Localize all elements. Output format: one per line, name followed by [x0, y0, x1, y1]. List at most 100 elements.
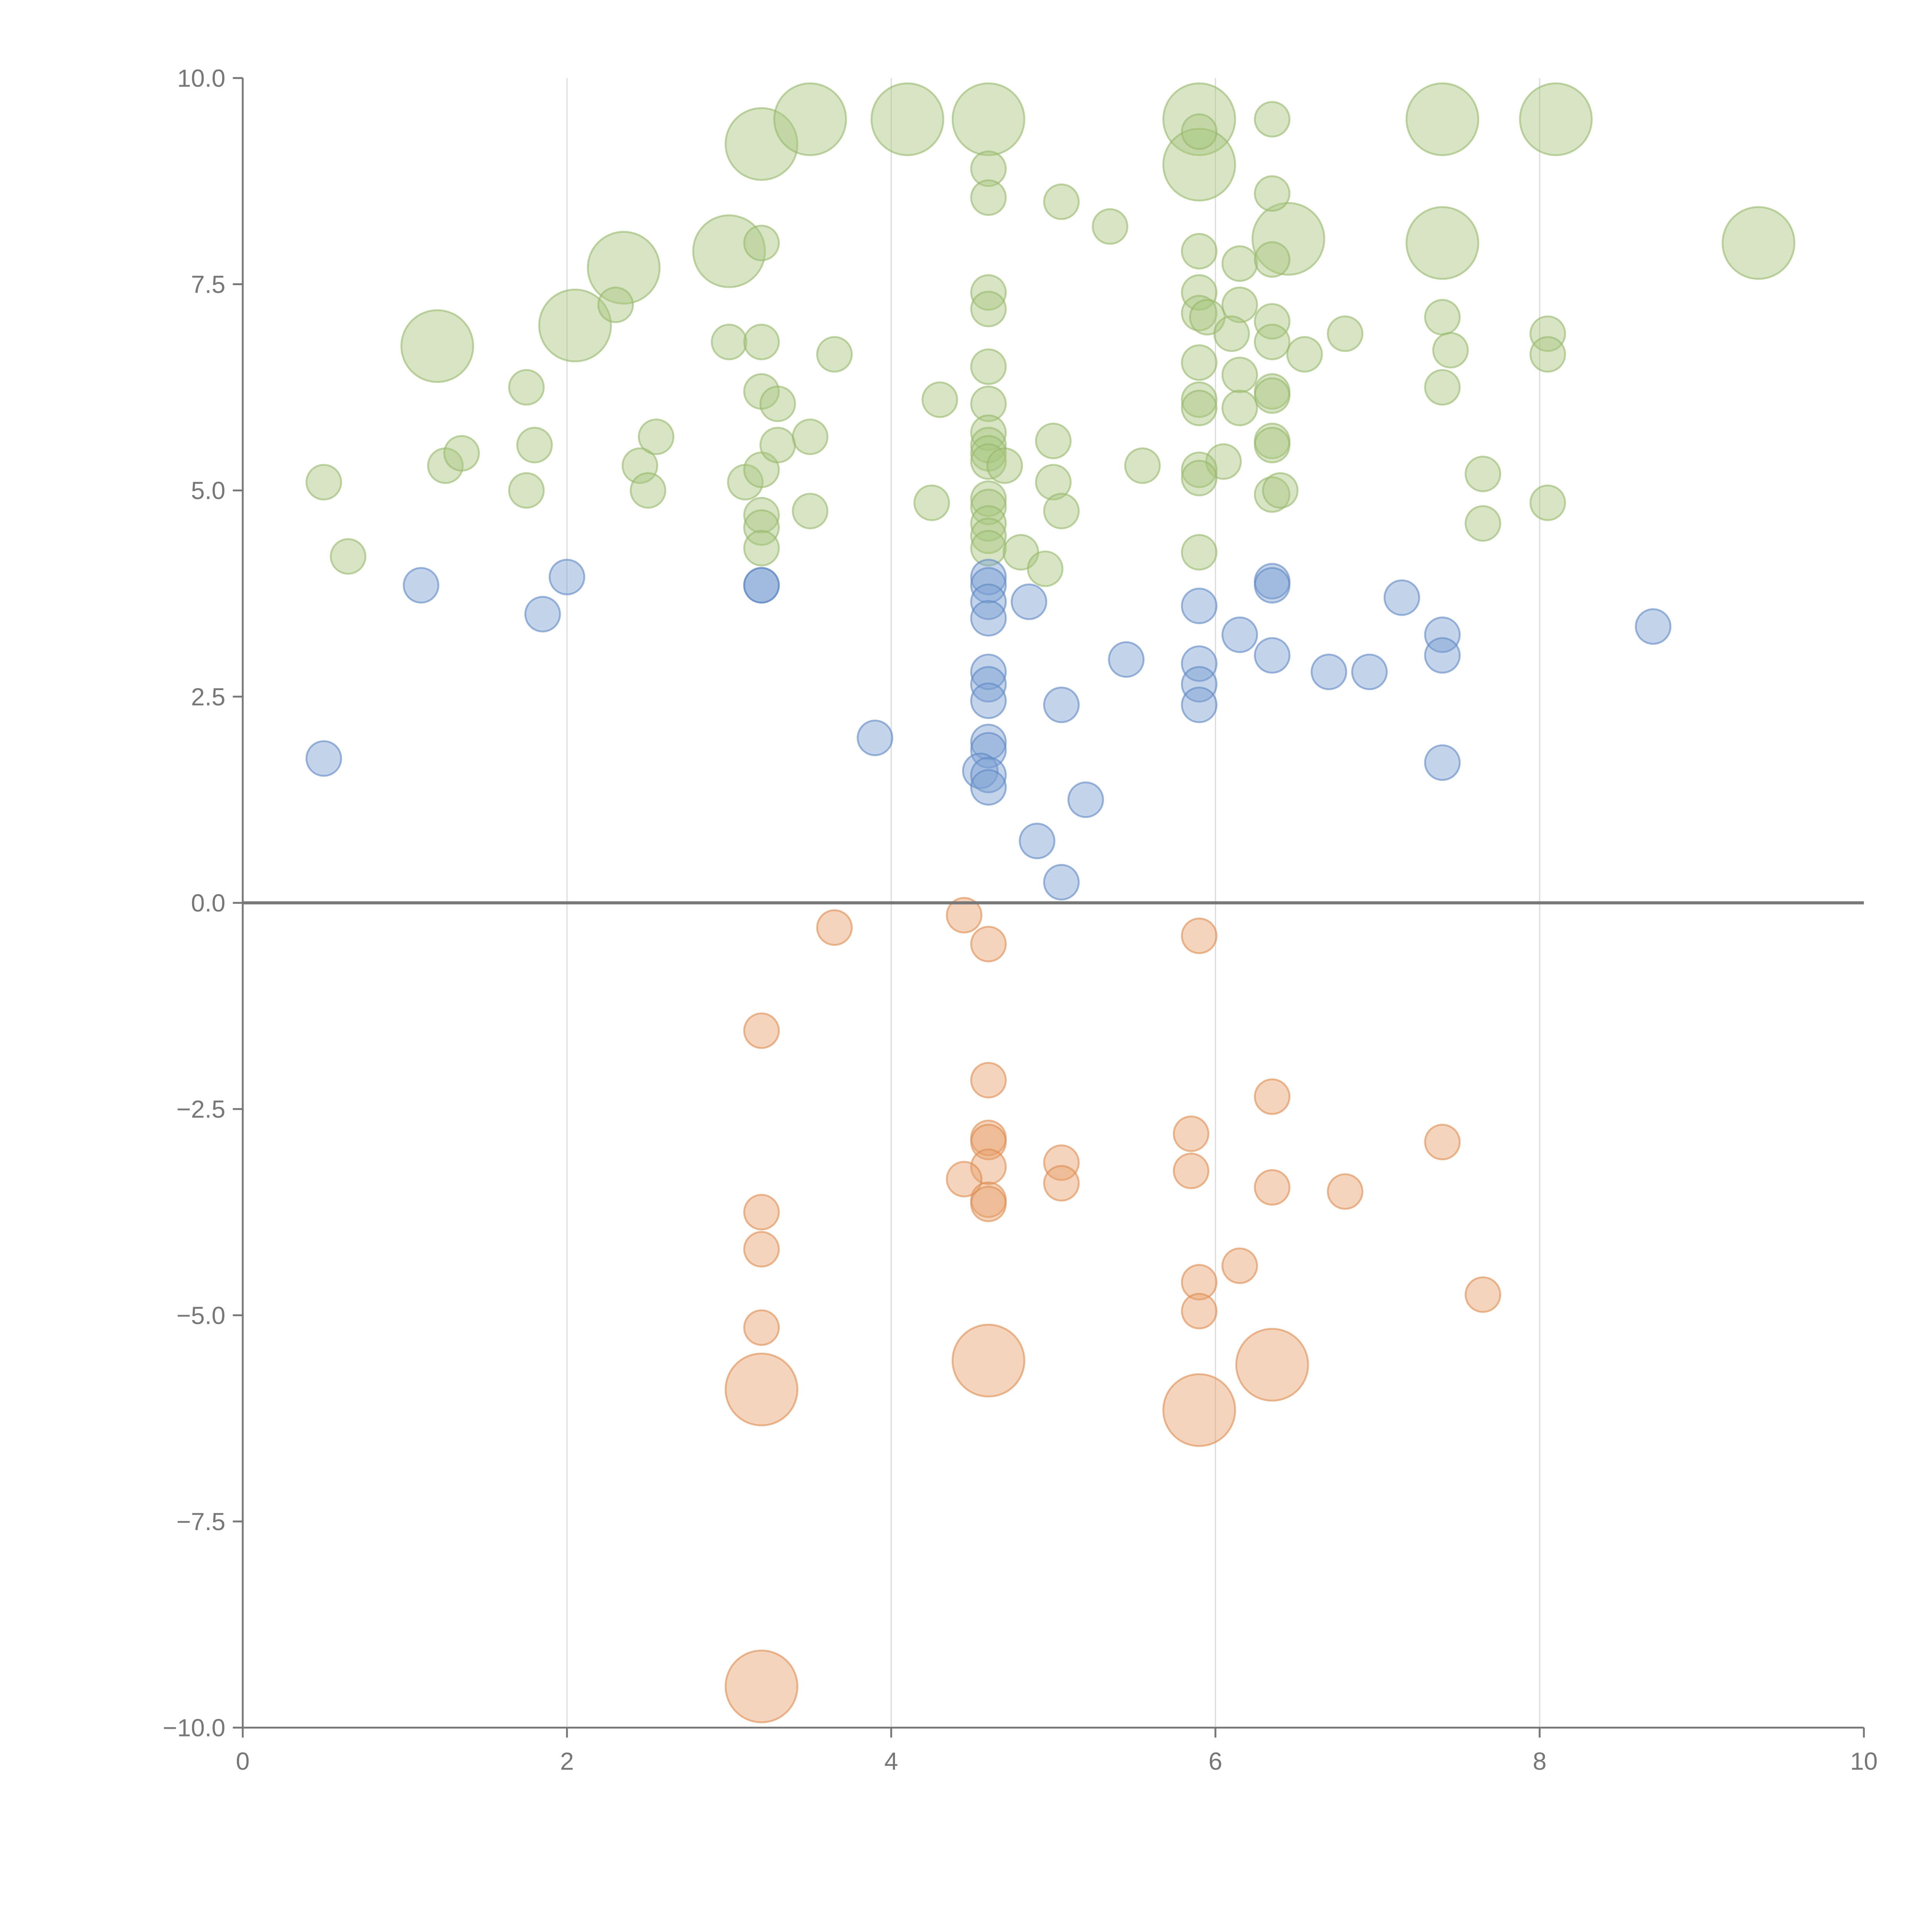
point-green [1221, 245, 1258, 282]
point-green [1181, 459, 1218, 497]
point-orange [1181, 917, 1218, 954]
point-blue [1108, 641, 1145, 678]
point-green [508, 369, 545, 406]
point-green [1221, 357, 1258, 393]
point-green [1035, 464, 1072, 501]
point-green [1254, 303, 1291, 340]
point-blue [1067, 781, 1104, 818]
point-green [792, 493, 828, 529]
point-orange [1235, 1328, 1309, 1402]
point-green [1092, 208, 1129, 245]
point-blue [970, 653, 1007, 690]
point-green [951, 82, 1026, 156]
point-green [743, 497, 780, 534]
point-green [1464, 505, 1502, 542]
point-orange [743, 1309, 780, 1346]
point-green [1181, 534, 1218, 571]
point-blue [1424, 637, 1461, 674]
point-green [638, 418, 675, 455]
point-orange [1173, 1153, 1209, 1189]
point-green [1181, 344, 1218, 381]
point-blue [305, 740, 342, 777]
point-green [597, 286, 634, 323]
point-green [1254, 427, 1291, 464]
point-green [759, 385, 796, 422]
point-green [743, 530, 780, 566]
point-green [621, 447, 658, 484]
point-green [1327, 315, 1364, 352]
point-orange [724, 1650, 799, 1723]
point-green [1424, 299, 1461, 336]
point-orange [951, 1323, 1026, 1398]
point-green [629, 472, 667, 509]
point-green [1181, 274, 1218, 311]
point-blue [970, 757, 1007, 793]
point-green [1254, 323, 1291, 361]
point-blue [549, 559, 585, 595]
x-tick-label: 0 [236, 1747, 250, 1775]
point-blue [1043, 686, 1080, 723]
point-green [773, 82, 847, 156]
point-orange [1221, 1247, 1258, 1284]
point-green [1043, 493, 1080, 529]
point-green [516, 427, 553, 464]
point-blue [1221, 616, 1258, 653]
x-tick-label: 10 [1850, 1747, 1878, 1775]
point-green [913, 484, 950, 521]
y-tick-label: 2.5 [191, 683, 225, 711]
y-tick-label: −5.0 [177, 1301, 226, 1329]
point-orange [970, 1185, 1007, 1222]
point-blue [970, 769, 1007, 806]
point-orange [724, 1352, 799, 1427]
point-orange [946, 1161, 983, 1197]
point-blue [1181, 686, 1218, 723]
point-orange [1424, 1124, 1461, 1160]
y-tick-label: 10.0 [177, 64, 226, 92]
point-green [1405, 82, 1480, 156]
point-green [400, 309, 474, 383]
point-green [724, 107, 799, 181]
point-green [1181, 233, 1218, 270]
data-points [305, 82, 1796, 1723]
y-tick-label: 5.0 [191, 477, 225, 505]
point-green [759, 427, 796, 464]
point-orange [1254, 1169, 1291, 1206]
point-green [1124, 447, 1161, 484]
point-green [1181, 113, 1218, 150]
point-green [816, 336, 853, 373]
y-tick-label: −10.0 [163, 1714, 225, 1742]
point-green [970, 179, 1007, 216]
point-green [1162, 128, 1236, 202]
point-green [1262, 472, 1299, 509]
point-green [1181, 381, 1218, 418]
point-orange [743, 1231, 780, 1268]
point-blue [1424, 616, 1461, 653]
point-green [330, 538, 367, 575]
point-green [743, 323, 780, 361]
point-orange [970, 1148, 1007, 1185]
point-blue [403, 567, 439, 604]
point-green [1405, 206, 1480, 280]
point-orange [816, 909, 853, 946]
x-tick-label: 4 [884, 1747, 898, 1775]
point-green [792, 418, 828, 455]
point-green [1181, 451, 1218, 488]
point-blue [1254, 567, 1291, 604]
point-blue [1424, 744, 1461, 781]
point-orange [1043, 1144, 1080, 1181]
point-orange [1173, 1115, 1209, 1152]
point-orange [1162, 1373, 1236, 1447]
point-green [1432, 332, 1469, 369]
point-blue [1383, 579, 1420, 616]
y-tick-label: 0.0 [191, 889, 225, 917]
point-orange [743, 1012, 780, 1049]
point-green [305, 464, 342, 501]
point-green [970, 414, 1007, 451]
point-green [743, 224, 780, 262]
point-green [538, 288, 612, 362]
point-orange [946, 897, 983, 934]
point-green [743, 509, 780, 546]
point-green [1254, 175, 1291, 212]
point-blue [857, 719, 893, 756]
point-green [1181, 389, 1218, 427]
